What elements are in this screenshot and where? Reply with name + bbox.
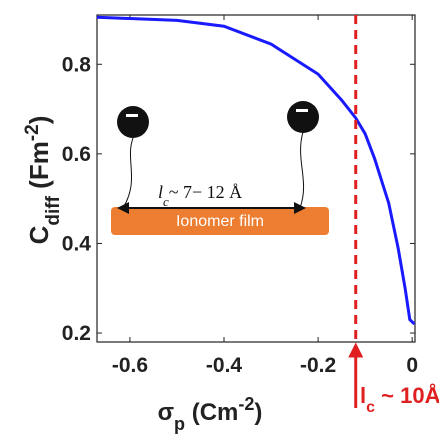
label-part: c (366, 399, 375, 416)
length-label: lc~ 7− 12 Å (158, 182, 242, 209)
data-line (96, 15, 416, 326)
plot-area (96, 14, 416, 343)
label-part: l (360, 383, 366, 408)
label-part: ~ 10Å (375, 382, 439, 408)
x-tick-label: -0.2 (300, 354, 336, 377)
annotation: lc ~ 10Å (360, 382, 439, 416)
label-part: ~ 7− 12 Å (169, 182, 242, 202)
inset: Ionomer film lc~ 7− 12 Å (111, 101, 329, 235)
label-part: -2 (22, 124, 43, 141)
label-part: ) (254, 399, 262, 426)
minus (296, 109, 308, 112)
x-tick-label: 0 (406, 354, 418, 377)
tether (122, 137, 134, 209)
label-part: p (174, 414, 185, 434)
charge (117, 106, 149, 138)
film-bar (111, 207, 329, 235)
tether (299, 131, 305, 209)
x-tick-label: -0.4 (206, 354, 243, 377)
y-axis-label: Cdiff (Fm-2) (22, 116, 64, 245)
x-axis-label: σp (Cm-2) (158, 394, 263, 434)
label-part: C (24, 225, 54, 244)
minus (126, 114, 138, 117)
charge (287, 101, 319, 133)
y-tick-label: 0.6 (62, 143, 91, 166)
label-part: l (158, 182, 163, 202)
label-part: (Fm (24, 141, 54, 196)
label-part: σ (158, 399, 174, 426)
label-part: ) (24, 116, 54, 125)
y-tick-label: 0.4 (62, 232, 92, 255)
film-label: Ionomer film (176, 213, 264, 230)
x-tick-label: -0.6 (112, 354, 148, 377)
label-part: (Cm (185, 399, 238, 426)
label-part: -2 (238, 394, 254, 414)
label-part: diff (43, 195, 64, 225)
y-tick-label: 0.8 (62, 53, 92, 76)
label-part: c (163, 194, 169, 209)
y-tick-label: 0.2 (62, 322, 91, 345)
